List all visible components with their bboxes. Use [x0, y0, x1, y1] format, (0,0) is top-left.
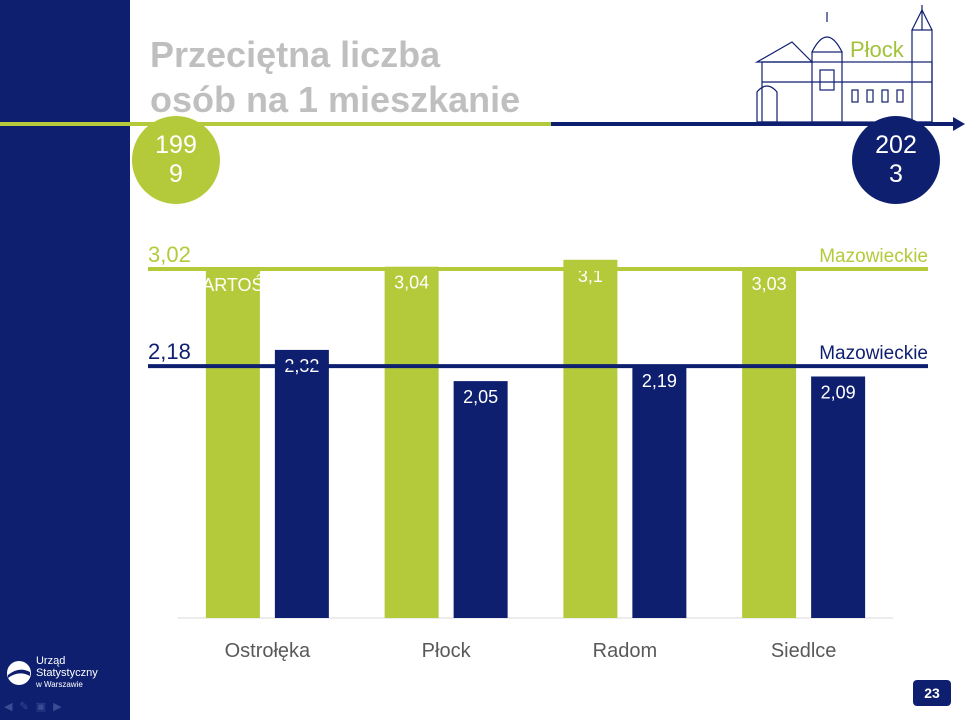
bar-start-3: [742, 267, 797, 618]
timeline-line-end: [551, 122, 955, 126]
bar-start-0: [205, 269, 260, 618]
year-end-label: 2023: [875, 131, 917, 188]
title-line2: osób na 1 mieszkanie: [150, 79, 521, 120]
bar-end-0: [274, 349, 329, 618]
timeline-arrow-icon: [953, 117, 965, 131]
year-start-label: 1999: [155, 131, 197, 188]
reference-value-1: 2,18: [148, 339, 191, 364]
slide-nav: ◀ ✎ ▣ ▶: [4, 700, 62, 713]
data-label-end-1: 2,05: [463, 387, 498, 407]
data-label-start-1: 3,04: [394, 273, 429, 293]
logo-line2: w Warszawie: [35, 680, 83, 689]
page-title: Przeciętna liczba osób na 1 mieszkanie: [150, 32, 520, 122]
logo-line1: Urząd Statystyczny: [35, 655, 98, 679]
arrow-left-icon[interactable]: ◀: [4, 701, 13, 713]
data-label-end-2: 2,19: [642, 371, 677, 391]
tick-label-3: Siedlce: [771, 640, 837, 662]
timeline-line-start: [0, 122, 551, 126]
year-badge-start: 1999: [132, 116, 220, 204]
bar-end-2: [632, 364, 687, 618]
bar-start-2: [563, 259, 618, 618]
tick-label-2: Radom: [593, 640, 657, 662]
bar-end-3: [811, 376, 866, 618]
page-number: 23: [913, 680, 951, 706]
reference-name-0: Mazowieckie: [819, 246, 928, 267]
pencil-icon[interactable]: ✎: [19, 701, 29, 713]
reference-value-0: 3,02: [148, 242, 191, 267]
reference-name-1: Mazowieckie: [819, 343, 928, 364]
title-line1: Przeciętna liczba: [150, 34, 441, 75]
tick-label-1: Płock: [422, 640, 472, 662]
bar-start-1: [384, 266, 439, 618]
logo-icon: [6, 661, 31, 685]
year-badge-end: 2023: [852, 116, 940, 204]
bar-end-1: [453, 381, 508, 618]
data-label-start-0: ARTOŚ: [202, 274, 263, 295]
city-name: Płock: [850, 37, 904, 62]
sidebar: Urząd Statystyczny w Warszawie ◀ ✎ ▣ ▶: [0, 0, 130, 720]
data-label-end-3: 2,09: [821, 382, 856, 402]
office-logo: Urząd Statystyczny w Warszawie: [6, 655, 130, 691]
data-label-start-3: 3,03: [752, 274, 787, 294]
arrow-right-icon[interactable]: ▶: [53, 701, 62, 713]
screen-icon[interactable]: ▣: [35, 701, 47, 713]
tick-label-0: Ostrołęka: [225, 640, 311, 662]
